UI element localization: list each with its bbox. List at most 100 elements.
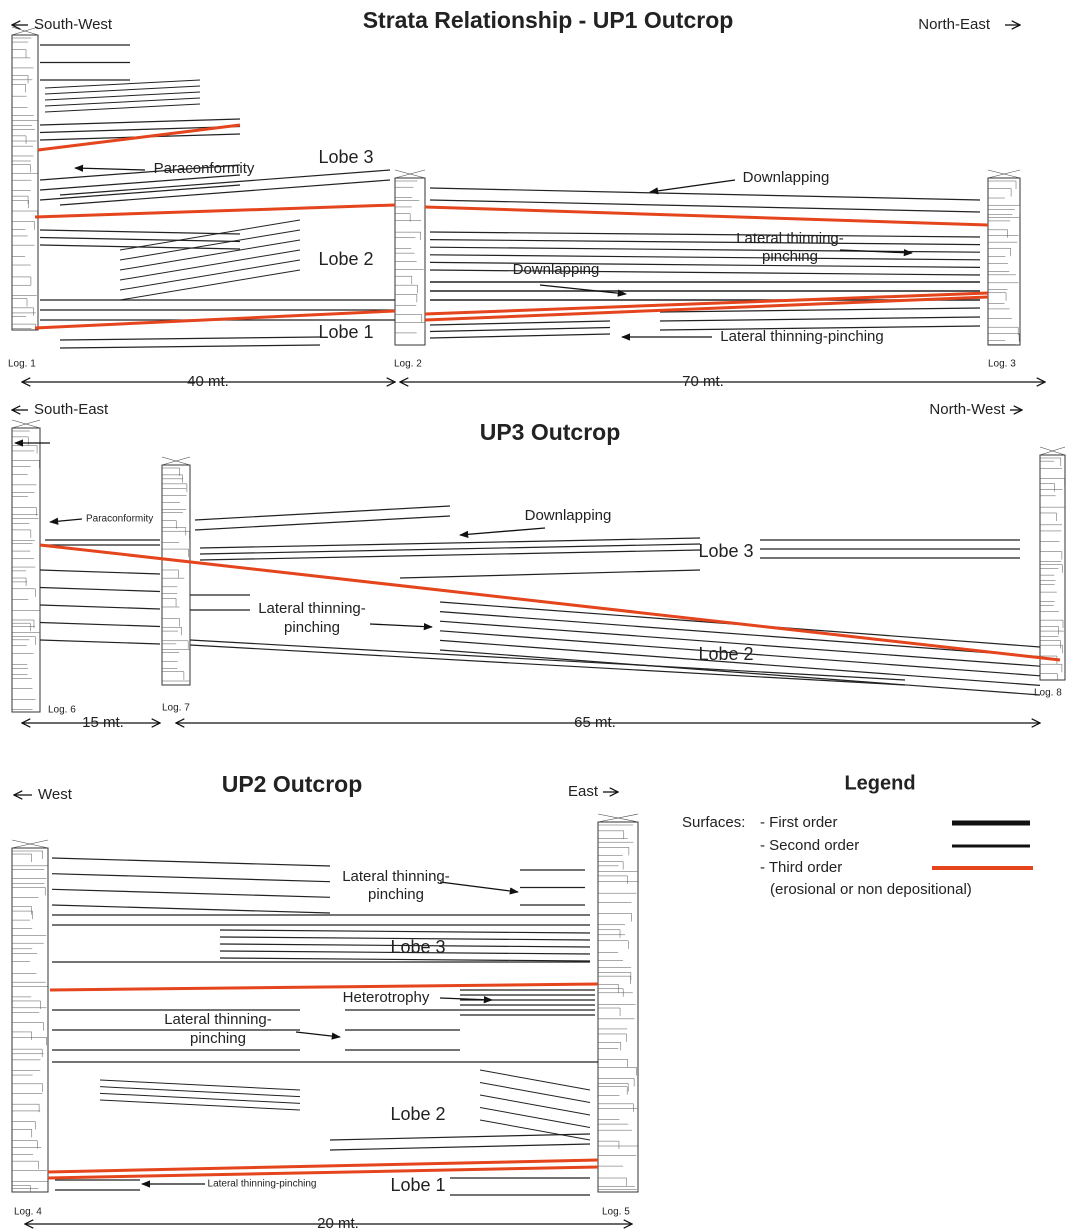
pointer-arrow (650, 180, 735, 192)
stratum-line (430, 255, 980, 260)
lobe-label: Lobe 3 (698, 541, 753, 561)
lobe-label: Lobe 1 (318, 322, 373, 342)
stratum-line (480, 1095, 590, 1115)
lobe-label: Lobe 3 (390, 937, 445, 957)
panel-title: Strata Relationship - UP1 Outcrop (363, 7, 734, 33)
log-label: Log. 3 (988, 359, 1016, 370)
strata-diagram: Strata Relationship - UP1 Outcrop South-… (0, 0, 1069, 1231)
pointer-arrow (296, 1032, 340, 1037)
stratum-line (430, 188, 980, 200)
stratum-line (220, 958, 590, 961)
annotation: Paraconformity (86, 514, 153, 525)
stratum-line (52, 874, 330, 882)
stratum-line (190, 640, 905, 680)
third-order-surface (50, 984, 598, 990)
stratum-line (430, 240, 980, 245)
log-column (598, 822, 638, 1192)
lobe-label: Lobe 1 (390, 1175, 445, 1195)
stratum-line (200, 538, 700, 548)
stratum-line (330, 1144, 590, 1150)
pointer-arrow (75, 168, 145, 170)
annotation: pinching (190, 1030, 246, 1047)
log-label: Log. 2 (394, 359, 422, 370)
legend-item: - First order (760, 814, 838, 831)
legend-item: - Third order (760, 859, 842, 876)
annotation: Lateral thinning- (258, 600, 366, 617)
log-label: Log. 7 (162, 703, 190, 714)
stratum-line (430, 334, 610, 338)
stratum-line (60, 337, 320, 340)
stratum-line (60, 180, 390, 205)
stratum-line (40, 238, 240, 242)
pointer-arrow (50, 519, 82, 522)
direction-right: North-West (929, 401, 1005, 418)
stratum-line (190, 645, 905, 685)
log-column (12, 428, 40, 712)
annotation: Lateral thinning- (342, 868, 450, 885)
annotation: Downlapping (525, 507, 612, 524)
stratum-line (200, 550, 700, 560)
stratum-line (430, 328, 610, 332)
lobe-label: Lobe 2 (698, 644, 753, 664)
stratum-line (480, 1070, 590, 1090)
stratum-line (400, 570, 700, 578)
stratum-line (52, 905, 330, 913)
log-label: Log. 8 (1034, 688, 1062, 699)
legend: Legend Surfaces: - First order - Second … (682, 772, 1033, 898)
log-label: Log. 6 (48, 705, 76, 716)
direction-right: North-East (918, 16, 991, 33)
stratum-line (40, 588, 160, 592)
third-order-surface (35, 205, 395, 217)
annotation: Lateral thinning- (164, 1011, 272, 1028)
annotation: Downlapping (513, 261, 600, 278)
stratum-line (52, 889, 330, 897)
third-order-surface (48, 1160, 598, 1172)
stratum-line (480, 1120, 590, 1140)
stratum-line (330, 1134, 590, 1140)
log-column (1040, 455, 1065, 680)
third-order-surface (425, 207, 988, 225)
distance: 20 mt. (317, 1215, 359, 1231)
annotation: pinching (368, 886, 424, 903)
panel-title: UP2 Outcrop (222, 771, 363, 797)
legend-title: Legend (844, 772, 915, 794)
annotation: pinching (762, 248, 818, 265)
distance: 65 mt. (574, 714, 616, 731)
distance: 15 mt. (82, 714, 124, 731)
stratum-line (40, 640, 160, 644)
log-column (12, 35, 38, 330)
stratum-line (430, 232, 980, 237)
stratum-line (480, 1108, 590, 1128)
third-order-surface (38, 125, 240, 150)
direction-left: South-West (34, 16, 113, 33)
stratum-line (480, 1083, 590, 1103)
stratum-line (200, 544, 700, 554)
distance: 70 mt. (682, 373, 724, 390)
legend-item: - Second order (760, 837, 859, 854)
third-order-surface (40, 545, 1060, 660)
pointer-arrow (540, 285, 626, 294)
stratum-line (430, 247, 980, 252)
log-label: Log. 4 (14, 1207, 42, 1218)
legend-prefix: Surfaces: (682, 814, 745, 831)
annotation: Heterotrophy (343, 989, 430, 1006)
log-label: Log. 1 (8, 359, 36, 370)
annotation: pinching (284, 619, 340, 636)
panel-title: UP3 Outcrop (480, 419, 621, 445)
lobe-label: Lobe 2 (318, 249, 373, 269)
log-column (162, 465, 190, 685)
strata-lines (12, 25, 1065, 1224)
stratum-line (40, 230, 240, 234)
legend-note: (erosional or non depositional) (770, 881, 972, 898)
direction-right: East (568, 783, 599, 800)
annotation: Downlapping (743, 169, 830, 186)
stratum-line (40, 119, 240, 125)
annotation: Lateral thinning-pinching (208, 1179, 317, 1190)
log-column (988, 178, 1020, 345)
direction-left: South-East (34, 401, 109, 418)
stratum-line (40, 623, 160, 627)
pointer-arrow (370, 624, 432, 627)
direction-left: West (38, 786, 73, 803)
log-label: Log. 5 (602, 1207, 630, 1218)
pointer-arrow (460, 528, 545, 535)
